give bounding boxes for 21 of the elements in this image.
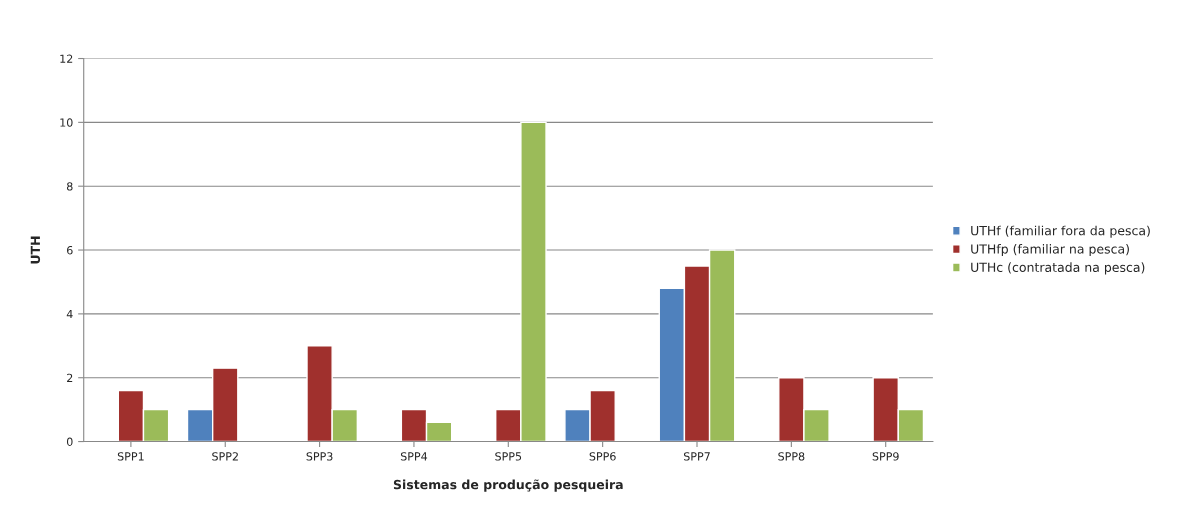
- x-tick-label: SPP7: [683, 452, 710, 461]
- y-axis-title: UTH: [30, 236, 41, 264]
- x-tick-label: SPP2: [212, 452, 238, 461]
- legend-label: UTHfp (familiar na pesca): [971, 243, 1129, 257]
- x-tick-label: SPP4: [400, 452, 428, 461]
- legend-label: UTHf (familiar fora da pesca): [971, 225, 1150, 238]
- y-tick-label: 2: [67, 373, 73, 382]
- x-tick-label: SPP8: [778, 452, 805, 461]
- x-tick-label: SPP3: [306, 452, 333, 461]
- x-tick-label: SPP6: [589, 452, 616, 461]
- x-tick-label: SPP5: [495, 452, 522, 461]
- y-tick-label: 0: [66, 437, 73, 446]
- x-tick-label: SPP1: [117, 452, 144, 461]
- x-axis-title: Sistemas de produção pesqueira: [393, 479, 623, 492]
- legend-label: UTHc (contratada na pesca): [971, 262, 1145, 275]
- y-tick-label: 8: [66, 182, 73, 191]
- y-tick-label: 10: [60, 118, 73, 127]
- x-tick-label: SPP9: [872, 452, 899, 461]
- y-tick-label: 4: [66, 310, 73, 319]
- y-tick-label: 6: [67, 246, 73, 255]
- y-tick-label: 12: [60, 54, 73, 63]
